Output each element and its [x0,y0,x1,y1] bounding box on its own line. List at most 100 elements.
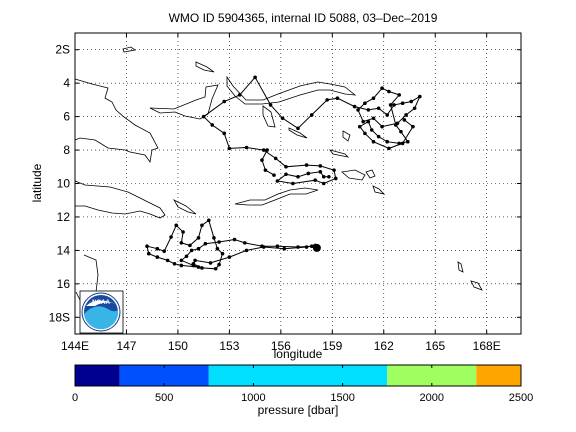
colorbar-tick-label: 1500 [330,392,354,404]
trajectory-north-point [296,175,300,179]
colorbar-tick-label: 0 [72,392,78,404]
trajectory-south-point [165,258,170,263]
trajectory-north-point [400,141,405,146]
trajectory-north-point [321,175,326,179]
trajectory-north-point [318,169,323,174]
trajectory-north-point [222,131,227,136]
trajectory-connector-point [263,168,268,172]
trajectory-south-point [155,246,160,251]
y-axis-ticks: 2S 4 6 8 10 12 14 16 18S [49,43,521,324]
trajectory-south-point [189,248,194,253]
trajectory-connector-line [261,149,275,176]
trajectory-connector-point [260,158,264,162]
trajectory-south-point [200,266,204,270]
y-tick-label: 2S [55,43,70,57]
x-tick-label: 162 [374,339,394,353]
x-axis-label: longitude [274,347,323,361]
x-axis-ticks: 144E 147 150 153 156 159 162 165 168E [61,33,501,353]
trajectory-north-point [417,94,422,99]
trajectory-north-point [363,101,367,106]
colorbar-tick-label: 500 [155,392,173,404]
trajectory-north-point [363,131,367,136]
noaa-logo: NOAA [79,290,124,334]
trajectory-north-point [385,113,390,117]
x-tick-label: 168E [473,339,501,353]
trajectory-south-point [162,249,166,254]
trajectory-south-point [146,251,151,256]
trajectory-south-point [215,246,220,251]
trajectory-north-point [385,139,390,144]
trajectory-north-point [309,113,314,117]
trajectory-north-point [291,181,295,186]
trajectory-south-point [179,241,184,245]
colorbar-bin [208,365,298,386]
trajectory-north-point [388,103,393,107]
trajectory-south-point [217,240,221,244]
trajectory-north-point [253,75,257,80]
trajectory-north-point [306,171,311,176]
trajectory-north-point [352,104,357,109]
colorbar-frame [74,364,522,387]
y-tick-label: 16 [57,277,71,291]
colorbar-bin [75,365,120,386]
trajectory-north-point [296,126,300,131]
colorbar-bin [387,365,477,386]
colorbar [75,365,521,386]
trajectory-south-point [174,223,179,228]
trajectory-north-point [392,103,396,107]
float-trajectory [145,75,422,271]
x-tick-label: 147 [116,339,136,353]
trajectory-north-point [371,96,376,101]
trajectory-south-point [184,254,189,259]
trajectory-south-point [188,243,192,248]
trajectory-north-point [402,118,407,122]
trajectory-north-point [280,116,285,121]
trajectory-south-point [207,218,211,223]
colorbar-bin [119,365,209,386]
trajectory-south-point [196,236,201,240]
y-tick-label: 12 [57,210,71,224]
trajectory-north-point [376,134,381,139]
colorbar-tick-label: 2500 [509,392,533,404]
trajectory-north-point [273,156,278,161]
colorbar-bin [298,365,388,386]
trajectory-north-point [335,96,340,101]
trajectory-north-point [304,163,309,167]
trajectory-north-point [371,116,376,121]
trajectory-south-point [227,255,232,259]
trajectory-north-point [210,123,215,127]
x-tick-label: 153 [219,339,239,353]
plot-area [75,33,521,334]
trajectory-north-point [275,179,280,183]
trajectory-north-point [318,164,323,168]
trajectory-south-point [217,262,221,267]
trajectory-south-point [145,244,149,249]
trajectory-south-point [282,246,287,251]
trajectory-north-point [400,101,405,106]
y-tick-label: 10 [57,177,71,191]
trajectory-north-point [333,176,338,181]
trajectory-north-point [261,148,266,152]
trajectory-south-point [296,245,300,249]
trajectory-north-point [284,172,288,177]
trajectory-north-point [412,106,417,111]
trajectory-north-point [356,108,360,112]
trajectory-north-point [399,129,403,134]
trajectory-north-point [284,164,288,169]
colorbar-tick-label: 2000 [420,392,444,404]
trajectory-north-point [405,139,410,144]
trajectory-north-point [397,93,402,97]
trajectory-south-point [155,255,160,259]
x-tick-label: 150 [168,339,188,353]
trajectory-south-point [179,263,184,268]
colorbar-bin [476,365,521,386]
trajectory-south-point [244,248,249,253]
trajectory-connector-point [265,148,269,152]
trajectory-south-point [213,266,218,271]
trajectory-south-point [212,236,216,240]
trajectory-north-point [387,89,391,94]
trajectory-south-point [304,245,309,249]
trajectory-south-point [243,241,247,245]
trajectory-south-point [181,230,185,234]
trajectory-south-point [172,261,177,266]
